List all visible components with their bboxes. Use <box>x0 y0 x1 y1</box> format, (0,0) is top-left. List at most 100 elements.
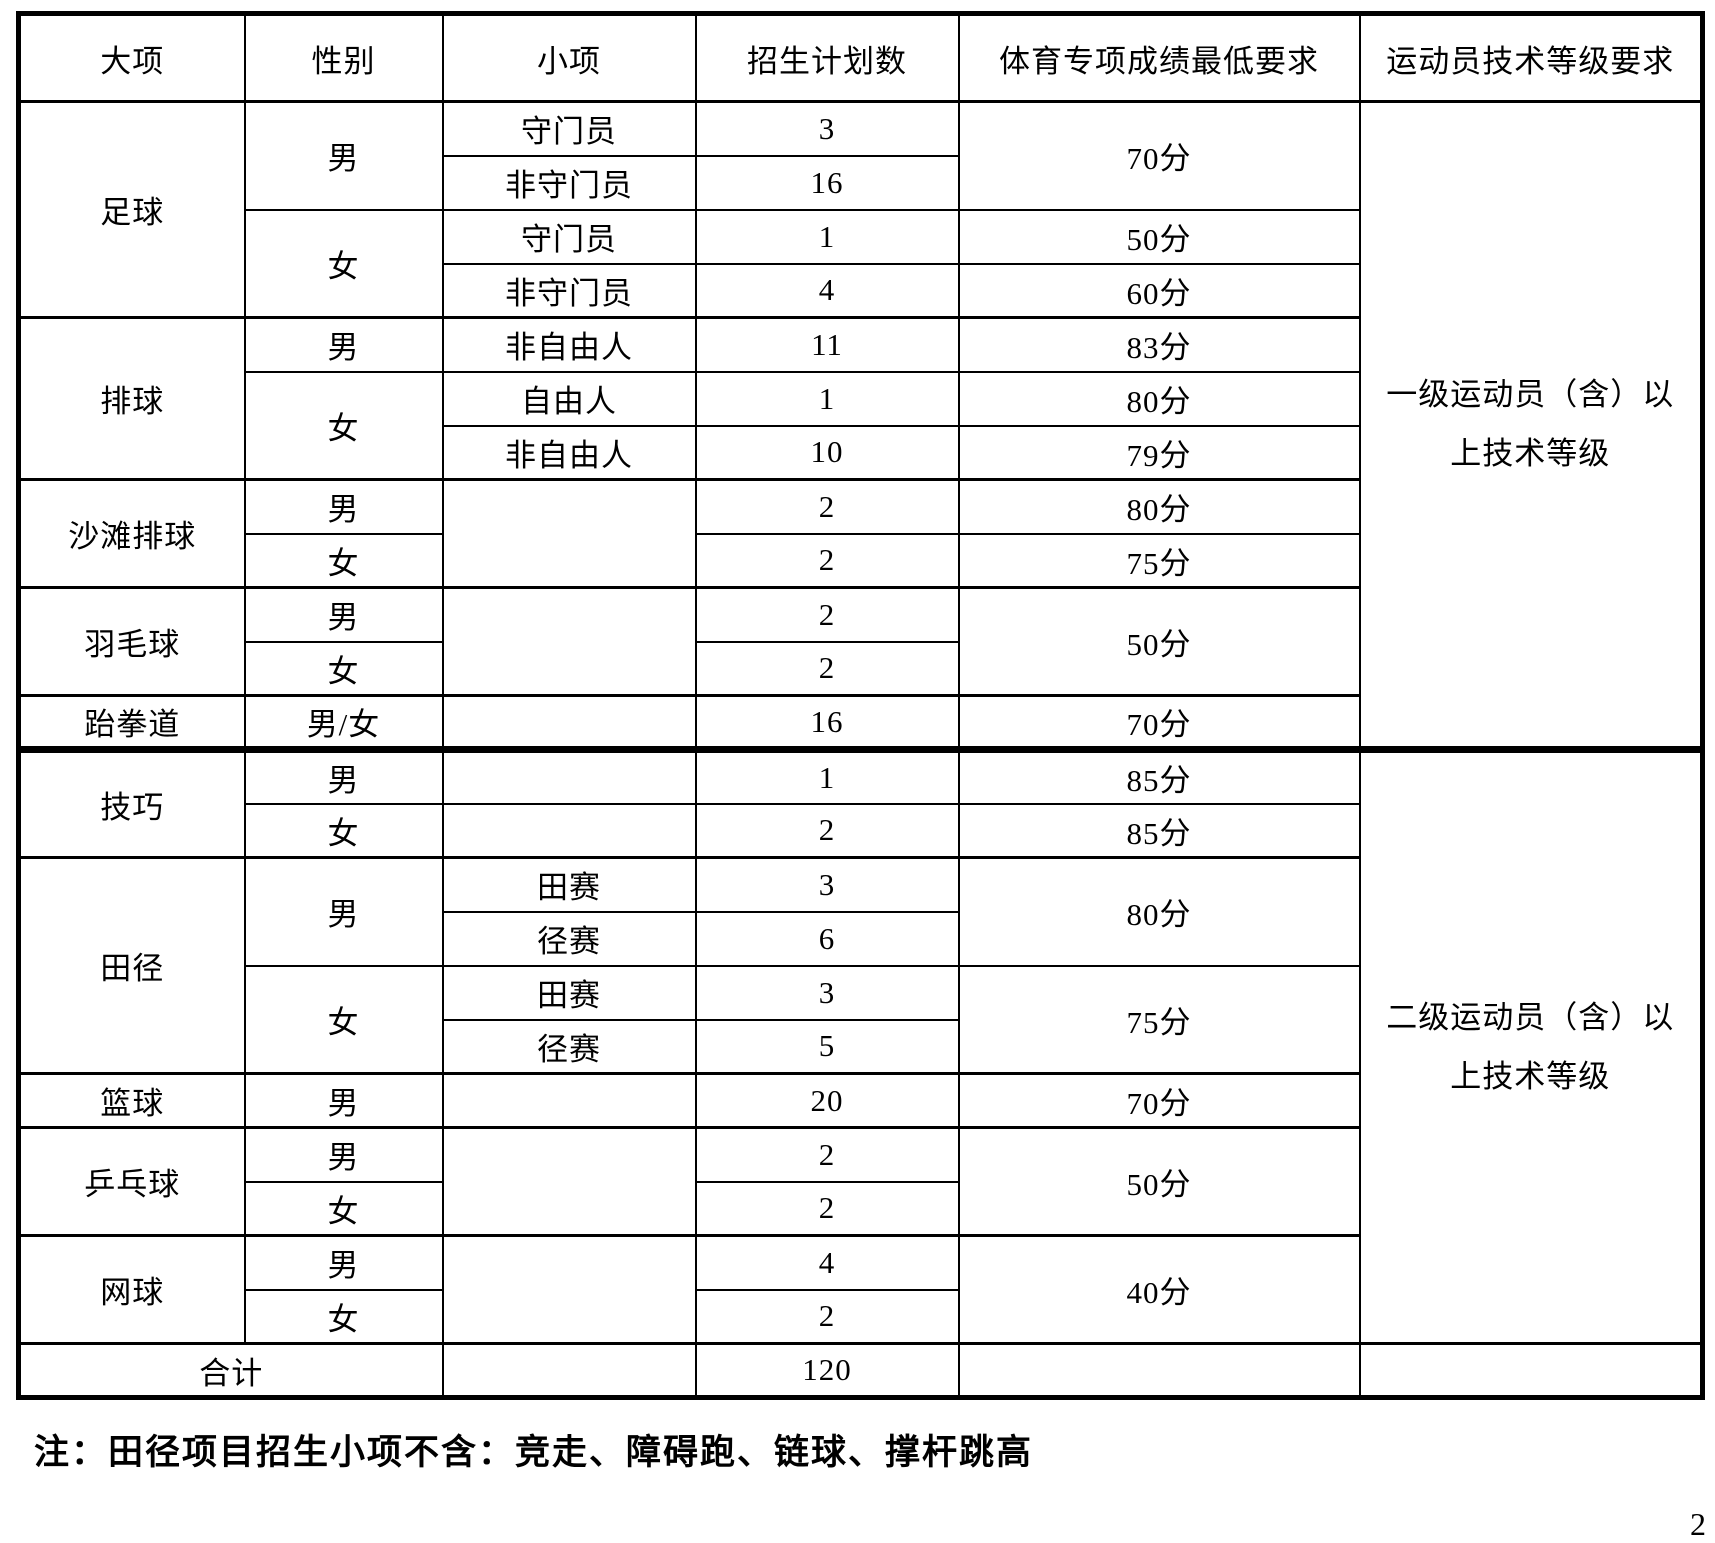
table-cell: 网球 <box>17 1234 246 1345</box>
table-cell: 50分 <box>957 1126 1361 1237</box>
table-cell: 2 <box>694 586 960 643</box>
table-cell: 11 <box>694 316 960 373</box>
table-cell: 田赛 <box>441 964 697 1021</box>
table-cell: 男 <box>243 1234 444 1291</box>
table-cell: 50分 <box>957 586 1361 697</box>
table-cell: 篮球 <box>17 1072 246 1129</box>
table-cell: 75分 <box>957 532 1361 589</box>
table-cell: 田径 <box>17 856 246 1075</box>
table-cell: 4 <box>694 1234 960 1291</box>
table-cell: 足球 <box>17 100 246 319</box>
admissions-table: 大项 性别 小项 招生计划数 体育专项成绩最低要求 运动员技术等级要求 足球男守门员 3 70… <box>16 11 1705 1400</box>
table-cell: 2 <box>694 1180 960 1237</box>
table-cell: 1 <box>694 208 960 265</box>
table-row: 网球男 4 40分 <box>17 1234 1703 1345</box>
table-row: 非守门员 16 <box>19 154 1703 211</box>
table-cell: 80分 <box>957 478 1361 535</box>
table-cell: 女 <box>243 1288 444 1345</box>
table-cell: 女 <box>243 802 444 859</box>
table-body: 足球男守门员 3 70分 一级运动员（含）以 上技术等级 非守门员 16 女守门员 1 50分非… <box>17 100 1704 1399</box>
table-cell <box>441 478 697 589</box>
table-cell: 3 <box>694 964 960 1021</box>
table-cell: 2 <box>694 478 960 535</box>
table-cell <box>441 1234 697 1345</box>
footnote: 注：田径项目招生小项不含：竞走、障碍跑、链球、撑杆跳高 <box>34 1433 1034 1472</box>
table-cell: 自由人 <box>441 370 697 427</box>
table-cell: 非自由人 <box>441 316 697 373</box>
table-cell <box>441 802 697 859</box>
table-cell: 1 <box>694 746 960 805</box>
table-cell: 径赛 <box>441 1018 697 1075</box>
table-cell: 男 <box>243 100 444 211</box>
table-cell: 羽毛球 <box>17 586 246 697</box>
table-cell: 80分 <box>957 370 1361 427</box>
header-cell: 性别 <box>243 12 444 103</box>
table-cell: 径赛 <box>441 910 697 967</box>
table-cell: 女 <box>243 640 444 697</box>
table-cell: 非守门员 <box>441 154 697 211</box>
table-row: 女自由人 1 80分 <box>19 370 1703 481</box>
table-cell: 2 <box>694 1288 960 1345</box>
table-cell: 一级运动员（含）以 上技术等级 <box>1358 100 1704 751</box>
header-cell: 大项 <box>17 12 246 103</box>
table-cell: 沙滩排球 <box>17 478 246 589</box>
table-cell: 男 <box>243 1072 444 1129</box>
table-cell <box>441 694 697 751</box>
table-cell: 女 <box>243 370 444 481</box>
table-cell <box>957 1342 1361 1399</box>
table-cell: 女 <box>243 1180 444 1237</box>
table-cell: 男 <box>243 856 444 967</box>
table-cell: 4 <box>694 262 960 319</box>
table-cell: 10 <box>694 424 960 481</box>
table-cell: 1 <box>694 370 960 427</box>
table-row: 女 2 75分 <box>19 532 1703 589</box>
table-cell: 16 <box>694 694 960 751</box>
table-cell: 男 <box>243 746 444 805</box>
table-cell: 83分 <box>957 316 1361 373</box>
table-cell: 60分 <box>957 262 1361 319</box>
table-cell: 5 <box>694 1018 960 1075</box>
table-cell: 85分 <box>957 746 1361 805</box>
table-row: 非自由人 10 79分 <box>19 424 1703 481</box>
table-cell: 男 <box>243 1126 444 1183</box>
table-header: 大项 性别 小项 招生计划数 体育专项成绩最低要求 运动员技术等级要求 <box>17 12 1704 103</box>
table-cell: 乒乓球 <box>17 1126 246 1237</box>
table-cell <box>441 586 697 697</box>
table-cell: 70分 <box>957 694 1361 751</box>
header-cell: 招生计划数 <box>694 12 960 103</box>
table-cell: 75分 <box>957 964 1361 1075</box>
table-cell: 2 <box>694 532 960 589</box>
table-cell: 3 <box>694 856 960 913</box>
table-cell: 男 <box>243 478 444 535</box>
table-row: 跆拳道 男/女 16 70分 <box>17 694 1703 751</box>
table-cell: 50分 <box>957 208 1361 265</box>
table-cell: 2 <box>694 802 960 859</box>
page-number: 2 <box>1690 1506 1706 1542</box>
table-cell <box>441 1342 697 1399</box>
table-row: 排球男非自由人 11 83分 <box>17 316 1703 481</box>
table-row: 田径男田赛 3 80分 <box>17 856 1703 1075</box>
header-cell: 体育专项成绩最低要求 <box>957 12 1361 103</box>
table-cell: 守门员 <box>441 208 697 265</box>
table-row: 足球男守门员 3 70分 一级运动员（含）以 上技术等级 <box>17 100 1704 751</box>
table-cell <box>441 746 697 805</box>
table-cell: 男/女 <box>243 694 444 751</box>
table-cell: 非守门员 <box>441 262 697 319</box>
table-cell: 女 <box>243 208 444 319</box>
table-cell <box>441 1072 697 1129</box>
table-cell: 2 <box>694 640 960 697</box>
table-row: 径赛 5 <box>19 1018 1703 1075</box>
table-cell: 二级运动员（含）以 上技术等级 <box>1358 746 1704 1345</box>
table-cell <box>1358 1342 1704 1399</box>
table-cell: 排球 <box>17 316 246 481</box>
table-cell: 田赛 <box>441 856 697 913</box>
table-cell: 79分 <box>957 424 1361 481</box>
table-row: 径赛 6 <box>19 910 1703 967</box>
table-row: 合计 120 <box>17 1342 1704 1399</box>
table-row: 女 2 85分 <box>19 802 1703 859</box>
table-cell: 技巧 <box>17 746 246 859</box>
table-row: 技巧男 1 85分 二级运动员（含）以 上技术等级 <box>17 746 1704 1345</box>
table-cell: 70分 <box>957 1072 1361 1129</box>
